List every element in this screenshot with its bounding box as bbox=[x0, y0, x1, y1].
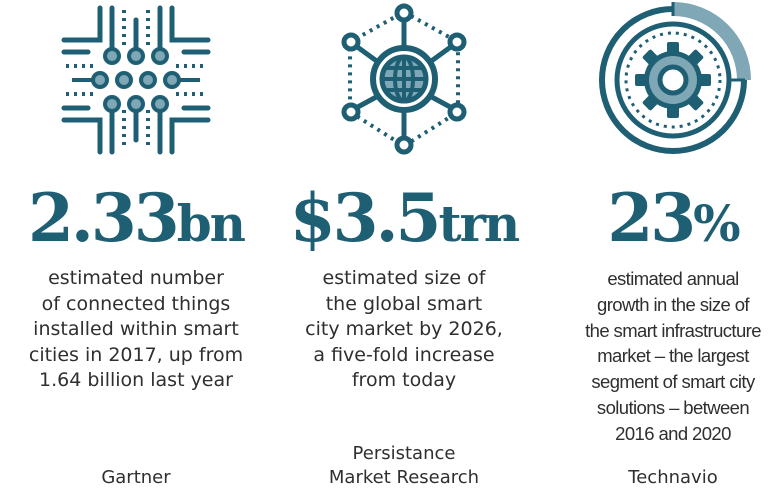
stat-description: estimated annual growth in the size of t… bbox=[553, 266, 776, 447]
description-line: a five-fold increase bbox=[313, 343, 495, 366]
description-line: growth in the size of bbox=[597, 293, 750, 315]
description-line: estimated size of bbox=[322, 267, 486, 289]
description-line: cities in 2017, up from bbox=[28, 343, 244, 366]
description-line: estimated annual bbox=[607, 268, 739, 289]
description-line: from today bbox=[351, 369, 457, 391]
source-line: Technavio bbox=[628, 467, 718, 488]
stat-value: 23% bbox=[553, 178, 776, 264]
stat-unit: bn bbox=[176, 194, 246, 253]
stat-column-connected-things: 2.33bn estimated number of connected thi… bbox=[16, 0, 256, 504]
stat-source: Technavio bbox=[553, 466, 776, 490]
stat-number: 23 bbox=[607, 179, 696, 257]
stat-number: $3.5 bbox=[289, 179, 442, 257]
description-line: city market by 2026, bbox=[305, 318, 503, 340]
stat-description: estimated size of the global smart city … bbox=[284, 266, 524, 394]
source-line: Gartner bbox=[101, 467, 171, 488]
description-line: the global smart bbox=[325, 292, 483, 315]
stat-source: Persistance Market Research bbox=[284, 442, 524, 490]
stat-number: 2.33 bbox=[27, 179, 180, 257]
description-line: 1.64 billion last year bbox=[39, 369, 233, 391]
stat-unit: trn bbox=[438, 194, 520, 253]
stat-column-market-size: $3.5trn estimated size of the global sma… bbox=[284, 0, 524, 504]
stat-unit: % bbox=[693, 194, 740, 253]
description-line: estimated number bbox=[48, 267, 224, 289]
description-line: of connected things bbox=[41, 292, 231, 315]
globe-network-icon bbox=[341, 3, 467, 155]
stat-value: 2.33bn bbox=[16, 178, 256, 264]
description-line: segment of smart city bbox=[591, 371, 755, 393]
stat-value: $3.5trn bbox=[284, 178, 524, 264]
gear-progress-icon bbox=[599, 2, 751, 154]
circuit-icon bbox=[61, 5, 211, 155]
stat-description: estimated number of connected things ins… bbox=[16, 266, 256, 394]
description-line: market – the largest bbox=[597, 345, 749, 367]
source-line: Market Research bbox=[328, 467, 480, 488]
stat-column-infrastructure-growth: 23% estimated annual growth in the size … bbox=[553, 0, 776, 504]
stat-source: Gartner bbox=[16, 466, 256, 490]
description-line: 2016 and 2020 bbox=[615, 422, 731, 444]
description-line: the smart infrastructure bbox=[585, 319, 761, 341]
source-line: Persistance bbox=[352, 443, 456, 464]
description-line: installed within smart bbox=[33, 318, 239, 340]
description-line: solutions – between bbox=[596, 396, 750, 418]
